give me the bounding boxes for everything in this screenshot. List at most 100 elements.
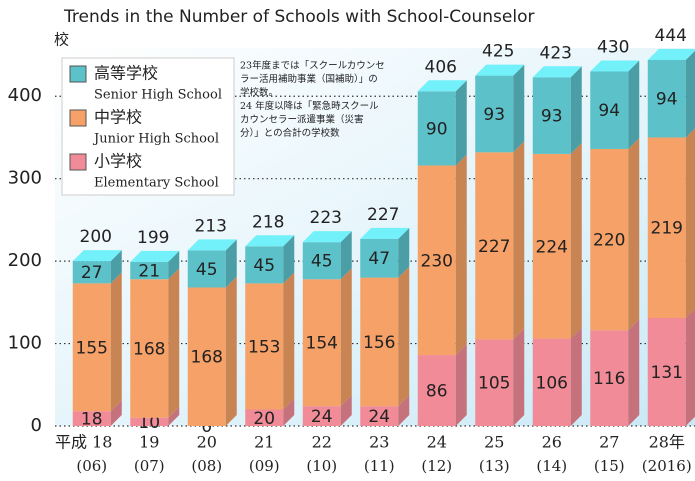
annotation: 学校数。: [240, 87, 278, 99]
annotation: 23年度までは「スクールカウンセ: [240, 60, 385, 72]
total-label: 199: [137, 228, 169, 248]
x-sublabel: (15): [594, 457, 625, 475]
value-label: 27: [81, 263, 103, 283]
value-label: 93: [483, 105, 505, 125]
value-label: 45: [196, 260, 218, 280]
bar-segment: [245, 409, 284, 426]
bar-side: [685, 50, 695, 138]
bar-side: [570, 142, 582, 339]
value-label: 155: [76, 338, 108, 358]
bar-segment: [417, 91, 456, 166]
legend-label-en: Elementary School: [94, 176, 219, 191]
total-label: 223: [310, 208, 342, 228]
bar-side: [628, 319, 640, 426]
bar-side: [110, 272, 122, 412]
value-label: 219: [651, 219, 683, 239]
bar-side: [398, 266, 410, 407]
bar-top: [302, 231, 352, 243]
value-label: 24: [368, 407, 390, 427]
bar-segment: [302, 242, 341, 280]
bar-segment: [187, 250, 226, 288]
value-label: 154: [306, 334, 338, 354]
bar-side: [283, 398, 295, 426]
bar-segment: [475, 152, 514, 340]
legend-label-en: Senior High School: [94, 88, 222, 103]
value-label: 116: [593, 369, 625, 389]
x-tick-label: 27: [599, 433, 619, 452]
bar-segment: [245, 246, 284, 284]
total-label: 218: [252, 212, 284, 232]
bar-segment: [417, 165, 456, 356]
bar-segment: [532, 77, 571, 154]
bar-side: [685, 128, 695, 318]
bar-side: [225, 239, 237, 288]
legend-swatch: [69, 109, 87, 127]
bar-side: [455, 80, 467, 166]
bar-segment: [360, 406, 399, 426]
bar-side: [513, 141, 525, 340]
legend-label: 高等学校: [94, 64, 158, 83]
bar-side: [340, 268, 352, 407]
x-sublabel: (07): [134, 457, 165, 475]
legend-swatch: [69, 65, 87, 83]
bar-top: [187, 239, 237, 251]
legend-label-en: Junior High School: [92, 132, 219, 147]
bar-segment: [130, 261, 169, 280]
x-sublabel: (11): [364, 457, 395, 475]
value-label: 24: [311, 407, 333, 427]
bar-segment: [72, 261, 111, 284]
bar-side: [455, 154, 467, 356]
value-label: 47: [368, 249, 390, 269]
y-unit: 校: [54, 31, 69, 49]
bar-segment: [590, 148, 629, 331]
value-label: 94: [656, 90, 678, 110]
bar-side: [340, 395, 352, 426]
legend-label: 中学校: [94, 108, 142, 127]
bar-top: [417, 80, 467, 92]
value-label: 227: [478, 237, 510, 257]
annotation: 24 年度以降は「緊急時スクール: [240, 100, 379, 112]
bar-side: [168, 250, 180, 280]
bar-segment: [245, 283, 284, 410]
value-label: 45: [253, 256, 275, 276]
value-label: 94: [598, 101, 620, 121]
value-label: 20: [253, 409, 275, 429]
x-sublabel: (08): [191, 457, 222, 475]
bar-segment: [130, 417, 169, 426]
total-label: 406: [425, 57, 457, 77]
bar-segment: [647, 137, 686, 318]
x-tick-label: 26: [542, 433, 562, 452]
bar-side: [168, 268, 180, 418]
value-label: 93: [541, 107, 563, 127]
x-tick-label: 21: [254, 433, 274, 452]
x-tick-label: 20: [197, 433, 217, 452]
bar-top: [245, 235, 295, 247]
bar-side: [283, 235, 295, 284]
value-label: 105: [478, 374, 510, 394]
annotation: カウンセラー派遣事業（災害: [240, 114, 364, 126]
legend-swatch: [69, 153, 87, 171]
y-tick-label: 0: [31, 415, 42, 436]
bar-side: [225, 276, 237, 426]
bar-top: [647, 48, 695, 60]
value-label: 86: [426, 382, 448, 402]
y-tick-label: 100: [8, 333, 42, 354]
value-label: 156: [363, 333, 395, 353]
bar-segment: [187, 287, 226, 426]
bar-segment: [590, 330, 629, 426]
bar-side: [340, 231, 352, 280]
x-sublabel: (2016): [642, 457, 692, 475]
bar-side: [570, 327, 582, 426]
bar-segment: [475, 75, 514, 153]
bar-side: [398, 227, 410, 278]
legend-label: 小学校: [94, 152, 142, 171]
legend-box: [61, 57, 235, 196]
value-label: 168: [191, 348, 223, 368]
value-label: 220: [593, 231, 625, 251]
chart-title: Trends in the Number of Schools with Sch…: [63, 7, 534, 27]
value-label: 131: [651, 363, 683, 383]
x-tick-label: 24: [427, 433, 447, 452]
x-tick-label: 平成 18: [55, 433, 112, 452]
value-label: 90: [426, 119, 448, 139]
